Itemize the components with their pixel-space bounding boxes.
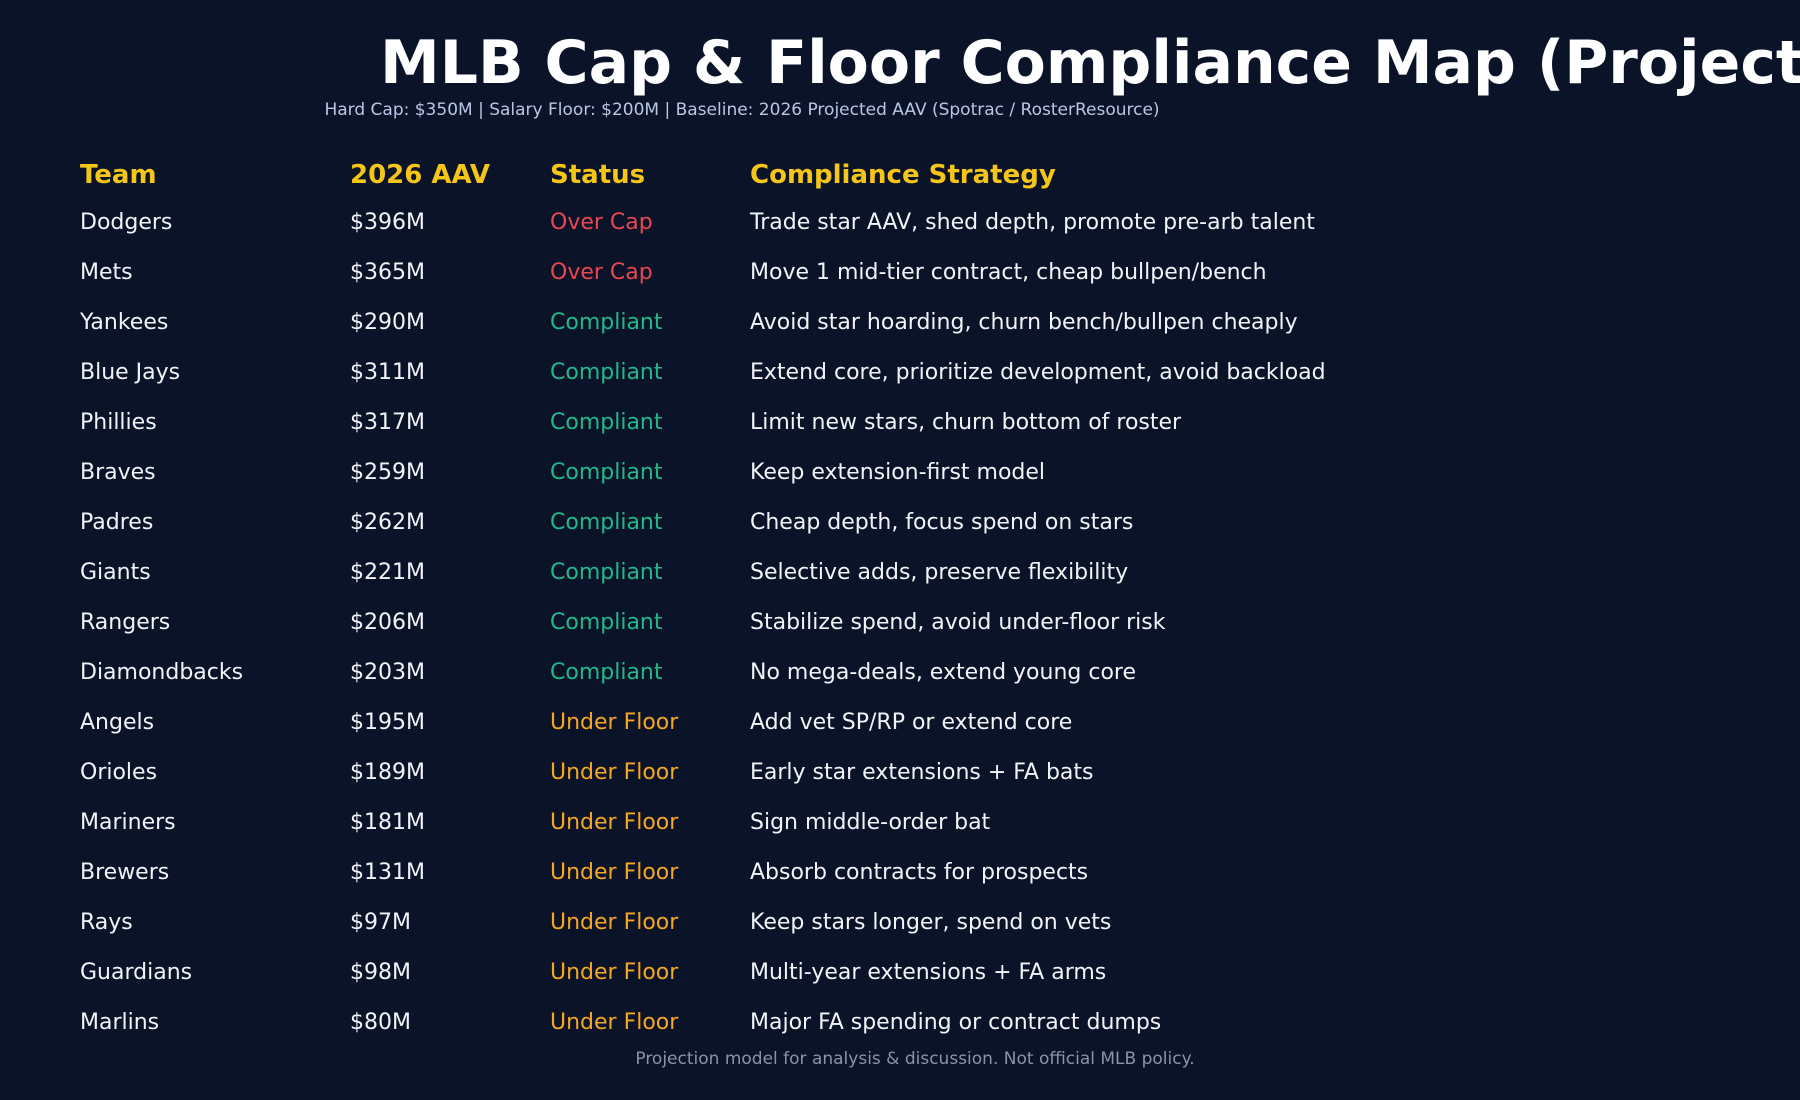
aav-cell: $181M bbox=[350, 810, 425, 835]
strategy-cell: Extend core, prioritize development, avo… bbox=[750, 360, 1326, 385]
column-header: 2026 AAV bbox=[350, 160, 491, 190]
aav-cell: $97M bbox=[350, 910, 411, 935]
status-cell: Over Cap bbox=[550, 210, 653, 235]
team-cell: Diamondbacks bbox=[80, 660, 244, 685]
team-cell: Phillies bbox=[80, 410, 157, 435]
team-cell: Rangers bbox=[80, 610, 171, 635]
column-header: Team bbox=[80, 160, 157, 190]
strategy-cell: Move 1 mid-tier contract, cheap bullpen/… bbox=[750, 260, 1267, 285]
strategy-cell: Stabilize spend, avoid under-floor risk bbox=[750, 610, 1166, 635]
team-cell: Guardians bbox=[80, 960, 193, 985]
aav-cell: $311M bbox=[350, 360, 425, 385]
aav-cell: $206M bbox=[350, 610, 425, 635]
strategy-cell: Limit new stars, churn bottom of roster bbox=[750, 410, 1182, 435]
team-cell: Mets bbox=[80, 260, 133, 285]
aav-cell: $396M bbox=[350, 210, 425, 235]
aav-cell: $221M bbox=[350, 560, 425, 585]
team-cell: Giants bbox=[80, 560, 151, 585]
aav-cell: $262M bbox=[350, 510, 425, 535]
strategy-cell: Absorb contracts for prospects bbox=[750, 860, 1089, 885]
strategy-cell: Early star extensions + FA bats bbox=[750, 760, 1094, 785]
strategy-cell: Avoid star hoarding, churn bench/bullpen… bbox=[750, 310, 1298, 335]
aav-cell: $80M bbox=[350, 1010, 411, 1035]
team-cell: Angels bbox=[80, 710, 155, 735]
aav-cell: $290M bbox=[350, 310, 425, 335]
strategy-cell: Selective adds, preserve flexibility bbox=[750, 560, 1129, 585]
strategy-cell: Add vet SP/RP or extend core bbox=[750, 710, 1073, 735]
subtitle: Hard Cap: $350M | Salary Floor: $200M | … bbox=[324, 100, 1160, 120]
status-cell: Under Floor bbox=[550, 1010, 679, 1035]
team-cell: Braves bbox=[80, 460, 156, 485]
team-cell: Blue Jays bbox=[80, 360, 181, 385]
strategy-cell: Sign middle-order bat bbox=[750, 810, 991, 835]
strategy-cell: Keep stars longer, spend on vets bbox=[750, 910, 1112, 935]
strategy-cell: Keep extension-first model bbox=[750, 460, 1046, 485]
strategy-cell: Trade star AAV, shed depth, promote pre-… bbox=[750, 210, 1315, 235]
footer-note: Projection model for analysis & discussi… bbox=[635, 1049, 1195, 1069]
column-header: Status bbox=[550, 160, 646, 190]
aav-cell: $131M bbox=[350, 860, 425, 885]
team-cell: Dodgers bbox=[80, 210, 173, 235]
status-cell: Compliant bbox=[550, 610, 663, 635]
aav-cell: $203M bbox=[350, 660, 425, 685]
aav-cell: $259M bbox=[350, 460, 425, 485]
strategy-cell: Cheap depth, focus spend on stars bbox=[750, 510, 1134, 535]
strategy-cell: Major FA spending or contract dumps bbox=[750, 1010, 1162, 1035]
status-cell: Compliant bbox=[550, 410, 663, 435]
status-cell: Compliant bbox=[550, 310, 663, 335]
status-cell: Compliant bbox=[550, 510, 663, 535]
title: MLB Cap & Floor Compliance Map (Project bbox=[380, 28, 1800, 98]
status-cell: Compliant bbox=[550, 360, 663, 385]
team-cell: Marlins bbox=[80, 1010, 160, 1035]
strategy-cell: Multi-year extensions + FA arms bbox=[750, 960, 1107, 985]
column-header: Compliance Strategy bbox=[750, 160, 1056, 190]
aav-cell: $195M bbox=[350, 710, 425, 735]
aav-cell: $189M bbox=[350, 760, 425, 785]
status-cell: Under Floor bbox=[550, 960, 679, 985]
status-cell: Under Floor bbox=[550, 810, 679, 835]
strategy-cell: No mega-deals, extend young core bbox=[750, 660, 1137, 685]
status-cell: Compliant bbox=[550, 660, 663, 685]
status-cell: Under Floor bbox=[550, 860, 679, 885]
team-cell: Yankees bbox=[80, 310, 169, 335]
status-cell: Under Floor bbox=[550, 910, 679, 935]
status-cell: Under Floor bbox=[550, 760, 679, 785]
team-cell: Mariners bbox=[80, 810, 176, 835]
team-cell: Orioles bbox=[80, 760, 158, 785]
status-cell: Over Cap bbox=[550, 260, 653, 285]
aav-cell: $98M bbox=[350, 960, 411, 985]
status-cell: Compliant bbox=[550, 560, 663, 585]
status-cell: Compliant bbox=[550, 460, 663, 485]
team-cell: Brewers bbox=[80, 860, 170, 885]
status-cell: Under Floor bbox=[550, 710, 679, 735]
aav-cell: $317M bbox=[350, 410, 425, 435]
aav-cell: $365M bbox=[350, 260, 425, 285]
team-cell: Padres bbox=[80, 510, 154, 535]
team-cell: Rays bbox=[80, 910, 133, 935]
